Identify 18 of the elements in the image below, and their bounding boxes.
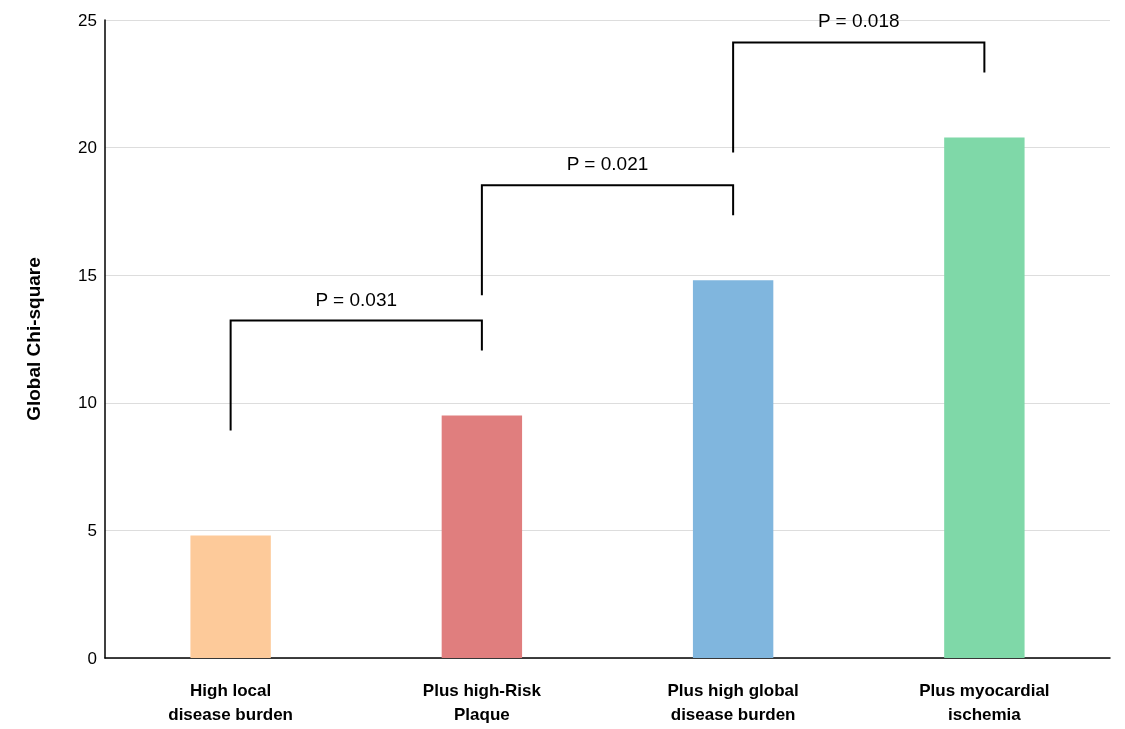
- x-tick-label: Plus high global disease burden: [667, 680, 799, 724]
- bar: [692, 280, 774, 658]
- y-tick-label: 25: [78, 10, 97, 30]
- bar: [944, 137, 1025, 658]
- annotation: P = 0.018: [817, 10, 900, 32]
- y-tick-label: 20: [78, 138, 97, 158]
- annotation: P = 0.031: [315, 288, 398, 310]
- bar: [190, 535, 271, 658]
- x-tick-label: Plus myocardial ischemia: [919, 680, 1050, 724]
- y-tick-label: 10: [78, 393, 97, 413]
- x-tick-label: High local disease burden: [168, 680, 293, 724]
- annotation: P = 0.021: [566, 153, 649, 175]
- y-tick-label: 0: [87, 648, 97, 668]
- y-axis-title: Global Chi-square: [23, 257, 44, 421]
- y-tick-label: 15: [78, 265, 97, 285]
- x-tick-label: Plus high-Risk Plaque: [422, 680, 542, 724]
- bar: [441, 415, 523, 658]
- y-tick-label: 5: [87, 520, 97, 540]
